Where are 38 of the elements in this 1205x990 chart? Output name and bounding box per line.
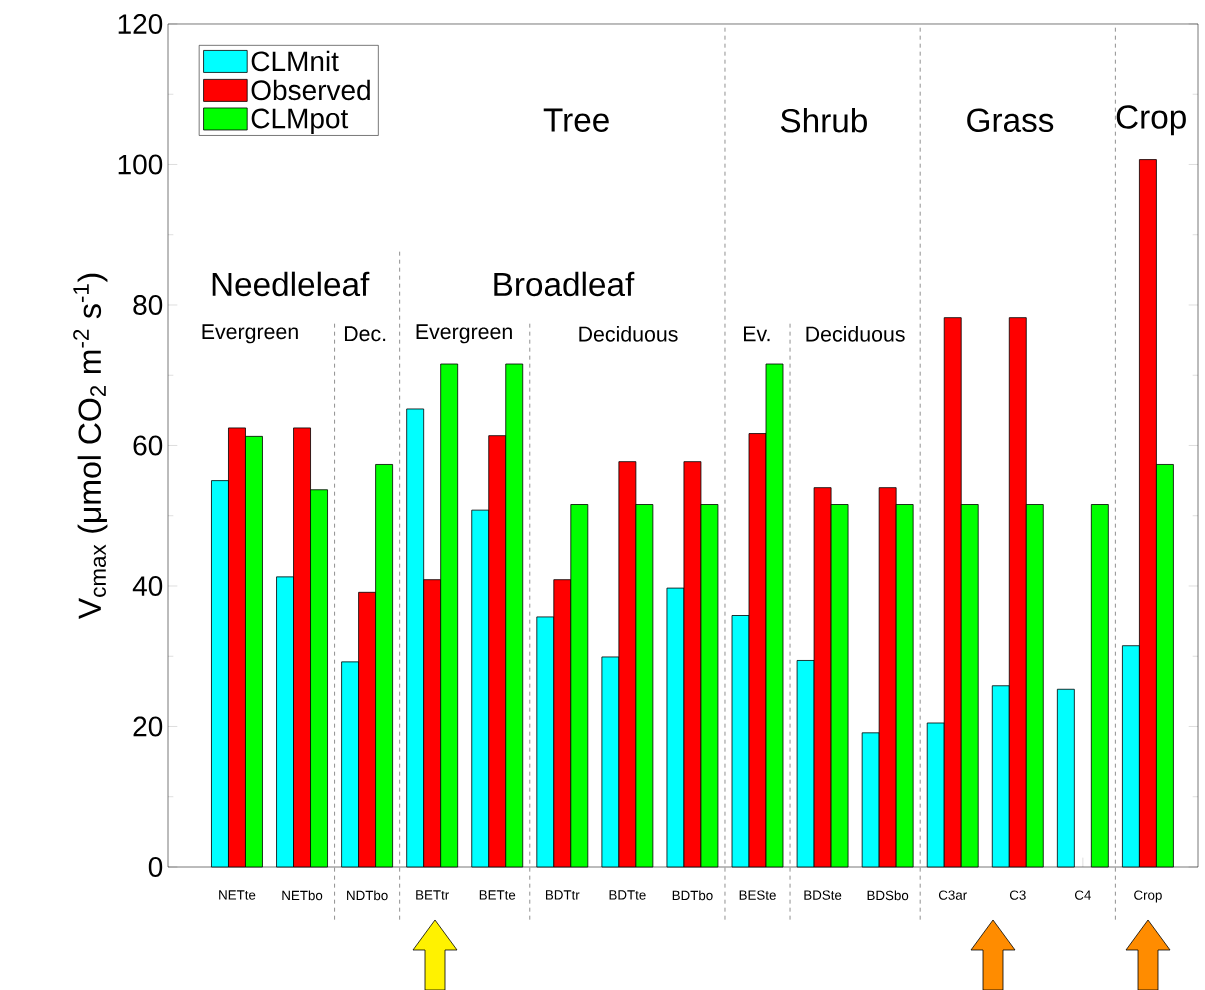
x-tick-label: NETbo <box>282 890 323 901</box>
x-tick-label: NETte <box>219 890 256 900</box>
y-tick-label: 80 <box>133 295 163 315</box>
x-tick-label: NDTbo <box>347 890 388 901</box>
x-tick-label: BESte <box>739 890 776 900</box>
x-tick-label: BDTte <box>609 890 646 900</box>
y-tick-label: 60 <box>133 435 163 456</box>
annotation: Crop <box>1116 105 1186 136</box>
x-tick-label: C3 <box>1009 890 1026 900</box>
annotation: Evergreen <box>416 324 512 344</box>
x-tick-label: C3ar <box>938 890 967 900</box>
x-tick-label: Crop <box>1134 890 1162 903</box>
annotation: Needleleaf <box>212 271 370 297</box>
y-tick-label: 0 <box>148 857 163 877</box>
x-tick-label: BDTtr <box>545 890 580 900</box>
annotation: Deciduous <box>579 325 678 342</box>
annotation: Grass <box>967 108 1054 133</box>
x-tick-label: BDSte <box>804 890 842 900</box>
annotation: Ev. <box>744 326 770 342</box>
annotation: Shrub <box>780 108 867 133</box>
annotation: Tree <box>543 108 609 132</box>
annotation: Deciduous <box>806 325 905 342</box>
text: V$_{cmax}$ (μmol CO$_{2}$ m$^{-2}$ s$^{-1}$) <box>73 273 108 620</box>
y-tick-label: 20 <box>133 716 163 737</box>
x-tick-label: BETte <box>479 890 516 900</box>
legend-label: CLMpot <box>251 108 349 134</box>
annotation: Broadleaf <box>494 271 635 297</box>
legend-label: CLMnit <box>251 50 339 72</box>
annotation: Evergreen <box>202 324 298 344</box>
x-tick-label: C4 <box>1074 890 1091 900</box>
y-tick-label: 120 <box>118 14 163 34</box>
annotation: Dec. <box>344 326 386 342</box>
x-tick-label: BDTbo <box>672 890 713 901</box>
y-tick-label: 40 <box>132 576 163 596</box>
x-tick-label: BETtr <box>416 890 449 900</box>
legend-label: Observed <box>251 79 370 101</box>
x-tick-label: BDSbo <box>867 890 909 901</box>
y-tick-label: 100 <box>118 154 163 175</box>
